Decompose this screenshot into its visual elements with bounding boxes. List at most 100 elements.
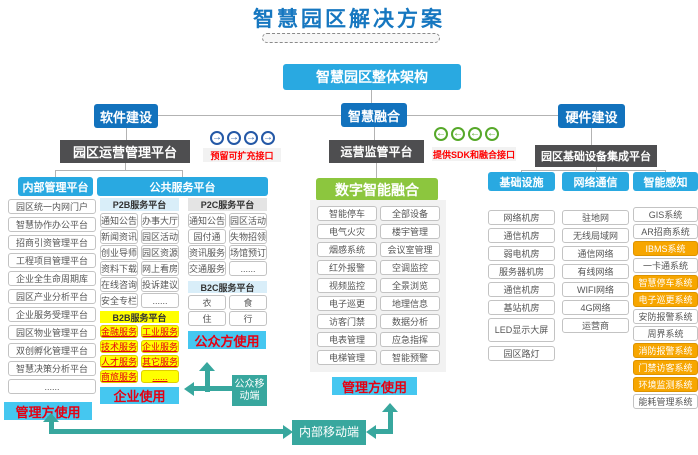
list-item: 网络机房 <box>488 210 555 225</box>
arrow-right-icon: → <box>244 131 258 145</box>
list-item: 安全专栏 <box>100 293 138 308</box>
list-item: 烟感系统 <box>317 242 377 257</box>
list-item: 楼宇管理 <box>380 224 440 239</box>
list-item: 基站机房 <box>488 300 555 315</box>
list-item: 有线网络 <box>562 264 629 279</box>
arrow-right-icon: → <box>227 131 241 145</box>
list-item: LED显示大屏 <box>488 318 555 342</box>
up-arrow-icon <box>382 403 398 412</box>
node-overall-architecture: 智慧园区整体架构 <box>283 64 461 90</box>
subheader-p2c: P2C服务平台 <box>188 198 267 211</box>
list-item: 其它服务 <box>141 355 179 368</box>
arrow-left-icon: ← <box>434 127 448 141</box>
left-arrow-icon <box>366 425 376 439</box>
header-smart-perception: 智能感知 <box>633 172 698 191</box>
list-item: 智慧决策分析平台 <box>8 361 96 376</box>
list-item: IBMS系统 <box>633 241 698 256</box>
arrow-left-icon: ← <box>485 127 499 141</box>
list-item: 通信网络 <box>562 246 629 261</box>
list-item: 工业服务 <box>141 325 179 338</box>
connector-line <box>591 128 592 145</box>
expand-interface-arrows: → → → → <box>210 131 275 145</box>
node-device-integration-platform: 园区基础设备集成平台 <box>535 145 657 167</box>
list-item: GIS系统 <box>633 207 698 222</box>
connector-line <box>595 170 596 172</box>
list-item: 驻地网 <box>562 210 629 225</box>
node-software-construction: 软件建设 <box>94 104 158 128</box>
list-item: 食 <box>229 295 267 310</box>
list-item: 园付通 <box>188 229 226 244</box>
list-item: 行 <box>229 311 267 326</box>
right-arrow-icon <box>283 425 293 439</box>
list-item: 服务器机房 <box>488 264 555 279</box>
arrow-right-icon: → <box>261 131 275 145</box>
up-arrow-icon <box>199 362 215 371</box>
list-item: 访客门禁 <box>317 314 377 329</box>
header-internal-mgmt-platform: 内部管理平台 <box>18 177 93 196</box>
arrow-right-icon: → <box>210 131 224 145</box>
badge-internal-mobile: 内部移动端 <box>292 420 366 445</box>
list-item: 网上看房 <box>141 261 179 276</box>
page-title: 智慧园区解决方案 <box>253 8 445 31</box>
list-item: 场馆预订 <box>229 245 267 260</box>
list-item: 招商引资管理平台 <box>8 235 96 250</box>
list-item: 园区路灯 <box>488 346 555 361</box>
header-public-service-platform: 公共服务平台 <box>97 177 268 196</box>
connector-line <box>125 163 126 170</box>
list-item: 4G网络 <box>562 300 629 315</box>
node-smart-fusion: 智慧融合 <box>341 103 407 127</box>
list-item: 创业导师 <box>100 245 138 260</box>
list-item: 通信机房 <box>488 282 555 297</box>
arrow-left-icon: ← <box>451 127 465 141</box>
header-network-communication: 网络通信 <box>562 172 629 191</box>
usage-badge-enterprise: 企业使用 <box>100 387 179 404</box>
list-item: 能耗管理系统 <box>633 394 698 409</box>
list-item: 工程项目管理平台 <box>8 253 96 268</box>
badge-public-mobile: 公众移动端 <box>232 375 267 406</box>
header-digital-fusion: 数字智能融合 <box>316 178 438 201</box>
list-item: 园区资源 <box>141 245 179 260</box>
list-item: 电表管理 <box>317 332 377 347</box>
list-item: 投诉建议 <box>141 277 179 292</box>
list-item: 电子巡更 <box>317 296 377 311</box>
list-item: 环境监测系统 <box>633 377 698 392</box>
list-item: 双创孵化管理平台 <box>8 343 96 358</box>
usage-badge-manager-left: 管理方使用 <box>4 402 92 420</box>
list-item: 全景浏览 <box>380 278 440 293</box>
list-item: 安防报警系统 <box>633 309 698 324</box>
list-item: AR招商系统 <box>633 224 698 239</box>
annotation-sdk-interface: 提供SDK和融合接口 <box>432 147 516 161</box>
list-item: 在线咨询 <box>100 277 138 292</box>
subheader-b2c: B2C服务平台 <box>188 281 267 293</box>
usage-badge-public: 公众方使用 <box>188 331 266 349</box>
subheader-b2b: B2B服务平台 <box>100 311 179 323</box>
list-item: 周界系统 <box>633 326 698 341</box>
list-item: 企业服务受理平台 <box>8 307 96 322</box>
connector-line <box>182 170 183 177</box>
list-item: ...... <box>141 293 179 308</box>
list-item: ...... <box>8 379 96 394</box>
list-item: 资料下载 <box>100 261 138 276</box>
list-item: ...... <box>141 370 179 383</box>
title-underline-capsule <box>262 33 440 43</box>
header-infrastructure: 基础设施 <box>488 172 555 191</box>
list-item: 会议室管理 <box>380 242 440 257</box>
connector-line <box>55 170 56 177</box>
connector-line <box>55 170 183 171</box>
arrow-left-icon: ← <box>468 127 482 141</box>
list-item: ...... <box>229 261 267 276</box>
list-item: 视频监控 <box>317 278 377 293</box>
annotation-reserved-interface: 预留可扩充接口 <box>203 148 281 162</box>
connector-line <box>158 115 341 116</box>
list-item: 空调监控 <box>380 260 440 275</box>
arrow-shaft <box>388 411 393 434</box>
list-item: 企业全生命周期库 <box>8 271 96 286</box>
node-operation-supervision-platform: 运营监管平台 <box>329 140 424 163</box>
list-item: 消防报警系统 <box>633 343 698 358</box>
list-item: 通知公告 <box>188 213 226 228</box>
list-item: 一卡通系统 <box>633 258 698 273</box>
list-item: 住 <box>188 311 226 326</box>
connector-line <box>126 128 127 140</box>
list-item: 园区统一内网门户 <box>8 199 96 214</box>
